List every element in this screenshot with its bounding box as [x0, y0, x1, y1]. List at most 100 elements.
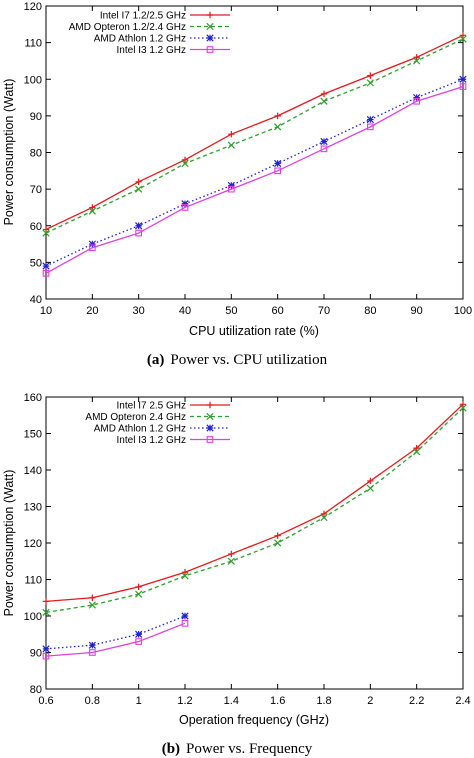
x-tick-label-a-5: 60 — [272, 305, 284, 317]
point-a-2-7 — [366, 115, 374, 124]
legend-marker-b-1 — [206, 412, 214, 421]
x-tick-label-a-8: 90 — [411, 305, 423, 317]
point-a-1-9 — [459, 35, 467, 43]
point-b-1-1 — [88, 601, 96, 609]
point-b-3-1 — [88, 649, 96, 656]
legend-marker-b-0 — [206, 401, 214, 409]
point-a-2-9 — [459, 75, 467, 83]
x-tick-label-b-7: 2 — [367, 695, 373, 707]
point-a-1-7 — [366, 79, 374, 87]
point-b-1-3 — [181, 572, 189, 580]
caption-text-a: Power vs. CPU utilization — [170, 352, 327, 368]
y-tick-label-a-3: 70 — [30, 184, 42, 196]
point-a-0-7 — [367, 72, 374, 79]
legend-label-a-0: Intel I7 1.2/2.5 GHz — [100, 11, 186, 22]
x-tick-label-b-2: 1 — [136, 695, 142, 707]
point-a-2-2 — [135, 222, 143, 230]
x-tick-label-a-7: 80 — [364, 305, 376, 317]
legend-label-b-2: AMD Athlon 1.2 GHz — [94, 424, 186, 435]
plot-area-a — [45, 5, 464, 300]
legend-marker-a-1 — [206, 22, 214, 31]
point-a-2-6 — [320, 137, 328, 146]
y-tick-label-a-2: 60 — [30, 221, 42, 233]
legend-label-a-1: AMD Opteron 1.2/2.4 GHz — [69, 22, 186, 33]
point-b-2-2 — [135, 630, 143, 638]
point-b-0-7 — [367, 477, 374, 485]
y-axis-label-b: Power consumption (Watt) — [2, 470, 16, 617]
point-a-2-1 — [88, 240, 96, 248]
caption-text-b: Power vs. Frequency — [186, 741, 313, 757]
point-b-3-2 — [135, 638, 143, 645]
y-tick-label-b-4: 120 — [24, 538, 42, 550]
point-a-1-0 — [42, 229, 50, 237]
point-a-2-3 — [181, 200, 189, 208]
legend-marker-a-2 — [206, 34, 214, 42]
x-tick-label-b-4: 1.4 — [224, 695, 239, 707]
x-tick-label-b-8: 2.2 — [409, 695, 424, 707]
legend-label-b-1: AMD Opteron 2.4 GHz — [85, 412, 186, 423]
point-b-1-9 — [459, 404, 467, 412]
point-b-3-0 — [42, 652, 50, 660]
point-a-0-8 — [413, 54, 420, 61]
x-axis-label-a: CPU utilization rate (%) — [189, 324, 319, 338]
point-b-0-8 — [413, 444, 420, 452]
series-group-b — [42, 401, 467, 660]
point-a-3-6 — [320, 145, 328, 153]
point-a-1-1 — [88, 207, 96, 215]
point-a-2-0 — [42, 262, 50, 270]
legend-marker-a-3 — [206, 46, 214, 53]
legend-label-b-0: Intel I7 2.5 GHz — [117, 401, 186, 412]
legend-marker-b-2 — [206, 424, 214, 432]
point-b-3-3 — [181, 619, 189, 627]
point-b-0-2 — [135, 583, 142, 590]
x-tick-label-b-0: 0.6 — [38, 695, 53, 707]
point-b-1-6 — [320, 513, 328, 522]
y-tick-label-b-2: 100 — [24, 611, 42, 623]
y-axis-label-a: Power consumption (Watt) — [2, 79, 16, 226]
point-b-1-7 — [366, 484, 374, 492]
point-a-1-8 — [413, 57, 421, 65]
caption-tag-b: (b) — [162, 741, 180, 757]
caption-tag-a: (a) — [147, 352, 165, 368]
y-tick-label-a-1: 50 — [30, 257, 42, 269]
point-a-1-4 — [227, 141, 235, 149]
x-tick-label-a-2: 30 — [133, 305, 145, 317]
series-group-a — [42, 32, 467, 277]
x-tick-label-a-4: 50 — [225, 305, 237, 317]
point-b-0-3 — [181, 569, 189, 576]
legend-label-a-3: Intel I3 1.2 GHz — [117, 45, 186, 56]
x-tick-label-b-1: 0.8 — [85, 695, 100, 707]
point-a-0-0 — [42, 226, 50, 233]
x-tick-label-a-6: 70 — [318, 305, 330, 317]
chart-power-vs-frequency: 0.6 0.8 1 1.2 1.4 1.6 1.8 2 2.2 2.4 80 90 100 110 120… — [2, 392, 471, 757]
series-line-a-1 — [45, 38, 464, 234]
series-line-b-3 — [45, 622, 186, 657]
y-tick-label-b-8: 160 — [24, 392, 42, 404]
point-a-3-5 — [274, 167, 282, 175]
legend-label-a-2: AMD Athlon 1.2 GHz — [94, 34, 186, 45]
y-axis-a: 40 50 60 70 80 90 100 110 120 — [24, 1, 463, 306]
y-tick-label-b-1: 90 — [30, 648, 42, 660]
point-a-2-8 — [413, 93, 421, 102]
x-tick-label-a-1: 20 — [86, 305, 98, 317]
point-a-3-1 — [88, 244, 96, 252]
point-a-0-3 — [181, 156, 189, 164]
point-b-1-0 — [42, 608, 50, 616]
x-tick-label-b-9: 2.4 — [455, 695, 470, 707]
x-axis-b: 0.6 0.8 1 1.2 1.4 1.6 1.8 2 2.2 2.4 — [38, 397, 471, 707]
y-tick-label-b-7: 150 — [24, 429, 42, 441]
point-a-3-0 — [42, 270, 50, 277]
point-a-0-1 — [89, 204, 96, 211]
y-tick-label-a-8: 120 — [24, 1, 42, 13]
point-b-2-1 — [88, 641, 96, 649]
y-tick-label-a-6: 100 — [24, 74, 42, 86]
y-tick-label-b-5: 130 — [24, 502, 42, 514]
plot-area-b — [45, 396, 464, 690]
point-a-0-5 — [274, 112, 281, 120]
point-a-3-7 — [366, 123, 374, 131]
series-line-a-3 — [45, 85, 464, 274]
x-tick-label-a-3: 40 — [179, 305, 191, 317]
point-b-0-6 — [320, 510, 328, 517]
